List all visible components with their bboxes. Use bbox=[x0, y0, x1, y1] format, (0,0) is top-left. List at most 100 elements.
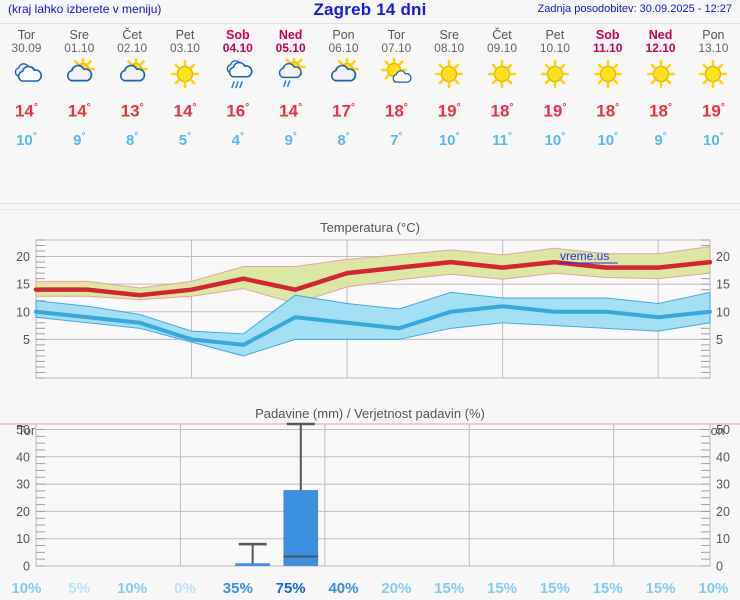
page-title: Zagreb 14 dni bbox=[313, 0, 427, 19]
degree-symbol: ° bbox=[350, 102, 355, 113]
min-temp-number: 8 bbox=[125, 131, 135, 149]
day-date-label: 10.10 bbox=[539, 41, 570, 55]
max-temperature-value: 17° bbox=[317, 95, 370, 125]
max-temperature-value: 13° bbox=[106, 95, 159, 125]
precipitation-probability: 40% bbox=[328, 580, 359, 597]
precipitation-probability: 15% bbox=[487, 580, 518, 597]
min-temperature-value: 10° bbox=[687, 125, 740, 153]
min-temperature-cell: 10° bbox=[423, 125, 476, 153]
day-name-label: Pet bbox=[175, 28, 195, 42]
day-name-label: Sre bbox=[439, 28, 459, 42]
degree-symbol: ° bbox=[33, 102, 38, 113]
precipitation-probability: 15% bbox=[645, 580, 676, 597]
svg-text:50: 50 bbox=[716, 423, 730, 437]
day-name: Ned bbox=[264, 28, 317, 42]
day-date-label: 05.10 bbox=[275, 41, 306, 55]
sunny-icon bbox=[528, 55, 581, 95]
day-name: Ned bbox=[634, 28, 687, 42]
min-temp-number: 10 bbox=[544, 131, 562, 149]
degree-symbol: ° bbox=[398, 130, 403, 142]
max-temperature-value: 18° bbox=[634, 95, 687, 125]
precipitation-probability: 10% bbox=[698, 580, 729, 597]
day-name: Sre bbox=[53, 28, 106, 42]
max-temperature-value: 14° bbox=[0, 95, 53, 125]
day-name-label: Sob bbox=[225, 28, 250, 42]
day-name-label: Pon bbox=[702, 28, 725, 42]
min-temp-number: 10 bbox=[438, 131, 456, 149]
day-date: 12.10 bbox=[634, 42, 687, 55]
min-temperature-cell: 4° bbox=[211, 125, 264, 153]
precipitation-probability: 0% bbox=[174, 580, 196, 597]
day-name: Pet bbox=[159, 28, 212, 42]
precipitation-probability: 20% bbox=[381, 580, 412, 597]
weather-icon-cell bbox=[159, 55, 212, 95]
max-temp-number: 18 bbox=[490, 101, 510, 121]
degree-symbol: ° bbox=[614, 130, 619, 142]
precipitation-probability: 75% bbox=[275, 580, 306, 597]
precipitation-chart-title: Padavine (mm) / Verjetnost padavin (%) bbox=[255, 406, 485, 421]
degree-symbol: ° bbox=[298, 102, 303, 113]
day-date-label: 13.10 bbox=[698, 41, 729, 55]
svg-text:10: 10 bbox=[16, 532, 30, 546]
max-temperature-value: 19° bbox=[687, 95, 740, 125]
max-temperature-value: 18° bbox=[370, 95, 423, 125]
day-name: Pon bbox=[687, 28, 740, 42]
precipitation-probability: 15% bbox=[434, 580, 465, 597]
weather-icon-cell bbox=[317, 55, 370, 95]
svg-text:0: 0 bbox=[716, 560, 723, 574]
weather-icon-cell bbox=[370, 55, 423, 95]
day-date: 02.10 bbox=[106, 42, 159, 55]
day-date: 06.10 bbox=[317, 42, 370, 55]
min-temperature-cell: 8° bbox=[317, 125, 370, 153]
min-temperature-value: 11° bbox=[476, 125, 529, 153]
max-temperature-cell: 14° bbox=[159, 95, 212, 125]
weather-icon-cell bbox=[634, 55, 687, 95]
precipitation-chart: 0 0 10 10 20 20 30 30 40 40 50 50 bbox=[0, 422, 740, 574]
svg-text:10: 10 bbox=[716, 305, 730, 319]
degree-symbol: ° bbox=[134, 130, 139, 142]
svg-text:10: 10 bbox=[716, 532, 730, 546]
svg-text:30: 30 bbox=[16, 478, 30, 492]
min-temperature-value: 9° bbox=[264, 125, 317, 153]
partly-sunny-icon bbox=[53, 55, 106, 95]
daily-forecast-table: Tor Sre Čet Pet Sob Ned Pon Tor Sre Čet Pet Sob Ned P… bbox=[0, 28, 740, 153]
precipitation-probability: 5% bbox=[68, 580, 91, 597]
degree-symbol: ° bbox=[561, 130, 566, 142]
day-date: 05.10 bbox=[264, 42, 317, 55]
max-temp-number: 14 bbox=[14, 101, 34, 121]
degree-symbol: ° bbox=[455, 130, 460, 142]
weather-icon-cell bbox=[528, 55, 581, 95]
min-temperature-cell: 7° bbox=[370, 125, 423, 153]
max-temperature-cell: 19° bbox=[528, 95, 581, 125]
svg-text:15: 15 bbox=[716, 278, 730, 292]
day-date-row: 30.09 01.10 02.10 03.10 04.10 05.10 06.10 07.10… bbox=[0, 42, 740, 55]
svg-text:50: 50 bbox=[16, 423, 30, 437]
max-temperature-value: 19° bbox=[528, 95, 581, 125]
max-temp-number: 14 bbox=[279, 101, 299, 121]
day-date-label: 08.10 bbox=[434, 41, 465, 55]
temperature-chart-title: Temperatura (°C) bbox=[320, 220, 420, 235]
degree-symbol: ° bbox=[81, 130, 86, 142]
max-temperature-value: 14° bbox=[264, 95, 317, 125]
degree-symbol: ° bbox=[615, 102, 620, 113]
svg-text:0: 0 bbox=[23, 560, 30, 574]
max-temperature-cell: 16° bbox=[211, 95, 264, 125]
max-temp-number: 19 bbox=[701, 101, 721, 121]
min-temp-number: 5 bbox=[178, 131, 188, 149]
min-temp-number: 11 bbox=[492, 131, 508, 149]
section-divider-1 bbox=[0, 203, 740, 204]
min-temperature-cell: 10° bbox=[0, 125, 53, 153]
precipitation-bar bbox=[283, 490, 319, 566]
max-temp-number: 14 bbox=[67, 101, 87, 121]
degree-symbol: ° bbox=[245, 102, 250, 113]
min-temperature-cell: 9° bbox=[264, 125, 317, 153]
partly-sunny-rain-icon bbox=[264, 55, 317, 95]
min-temperature-value: 8° bbox=[106, 125, 159, 153]
degree-symbol: ° bbox=[403, 102, 408, 113]
weather-icon-cell bbox=[106, 55, 159, 95]
day-date-label: 06.10 bbox=[328, 41, 359, 55]
day-name-row: Tor Sre Čet Pet Sob Ned Pon Tor Sre Čet Pet Sob Ned P… bbox=[0, 28, 740, 42]
min-temp-number: 10 bbox=[703, 131, 720, 149]
max-temperature-cell: 14° bbox=[53, 95, 106, 125]
